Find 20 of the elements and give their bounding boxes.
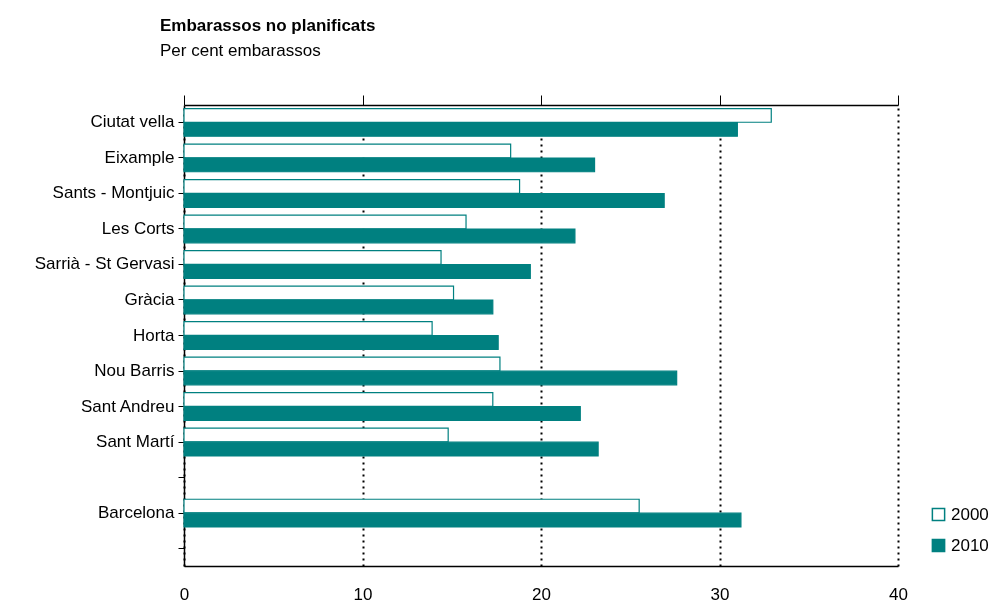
x-tick-label: 20	[532, 584, 551, 604]
chart-subtitle: Per cent embarassos	[160, 40, 321, 60]
y-tick-label: Ciutat vella	[90, 112, 176, 132]
y-tick-label: Barcelona	[97, 503, 176, 523]
x-tick-label: 30	[710, 584, 730, 604]
y-tick-label: Eixample	[104, 147, 175, 167]
y-tick-label: Les Corts	[101, 218, 175, 238]
x-tick-label: 40	[889, 584, 908, 604]
y-tick-label: Nou Barris	[94, 361, 175, 381]
x-tick-label: 0	[179, 584, 190, 604]
y-tick-label: Horta	[132, 325, 176, 345]
x-tick-label: 10	[353, 584, 373, 604]
y-tick-label: Sant Martí	[96, 432, 175, 452]
y-tick-label: Sants - Montjuic	[52, 183, 175, 203]
legend-label: 2000	[951, 504, 989, 524]
y-tick-label: Sarrià - St Gervasi	[34, 254, 175, 274]
chart-title: Embarassos no planificats	[160, 15, 376, 35]
y-tick-label: Gràcia	[124, 289, 176, 309]
y-tick-label: Sant Andreu	[80, 396, 175, 416]
legend-label: 2010	[951, 535, 989, 555]
